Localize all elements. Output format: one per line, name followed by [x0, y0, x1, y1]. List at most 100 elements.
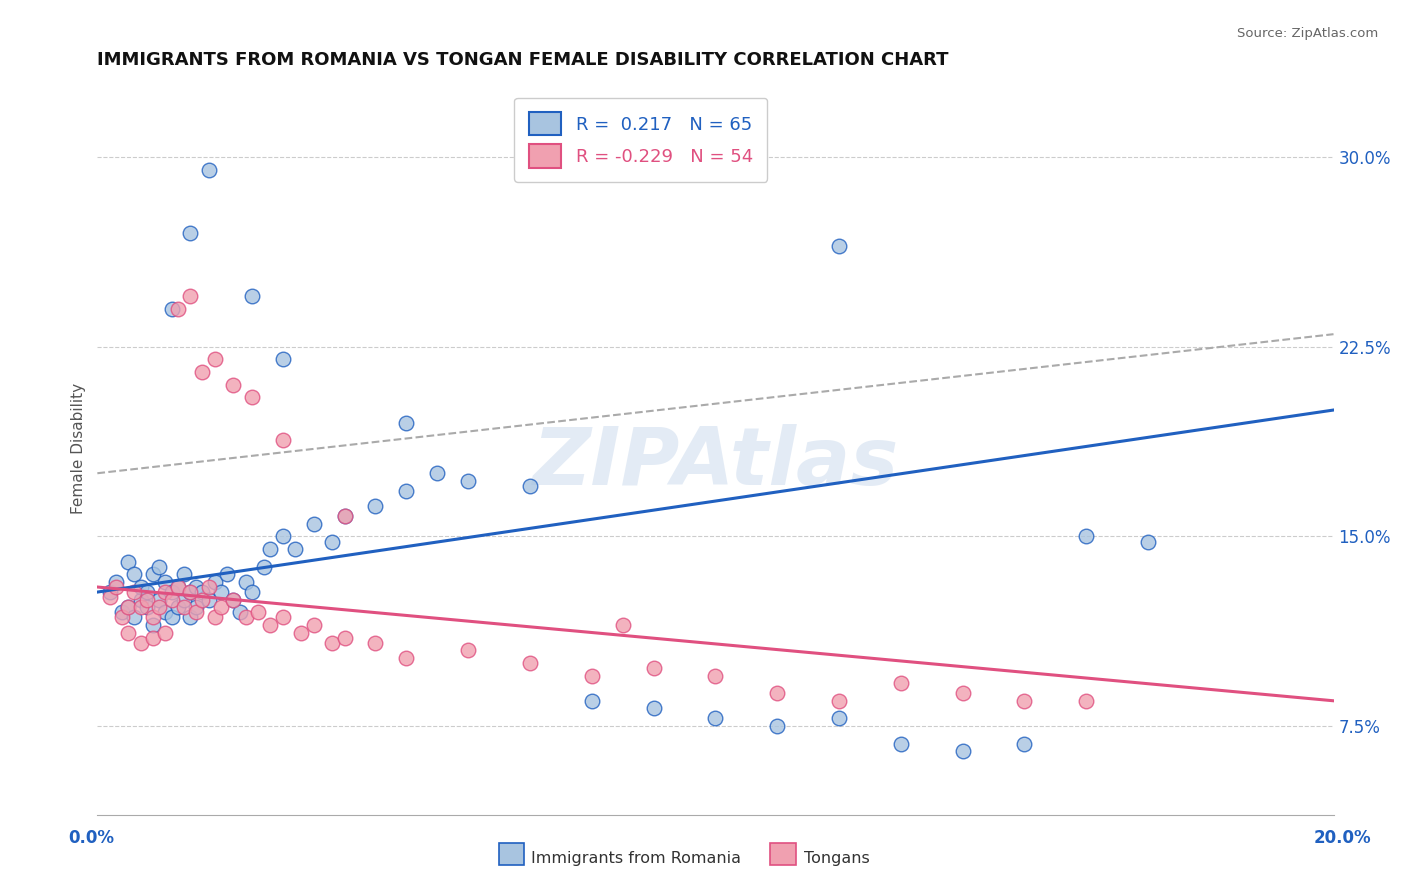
Point: [643, 701, 665, 715]
Point: [173, 567, 195, 582]
Point: [228, 605, 250, 619]
Point: [333, 631, 356, 645]
Point: [1137, 534, 1160, 549]
Point: [240, 391, 263, 405]
Point: [160, 585, 183, 599]
Point: [166, 580, 188, 594]
Point: [235, 574, 257, 589]
Point: [395, 483, 418, 498]
Point: [1014, 737, 1036, 751]
Point: [104, 580, 127, 594]
Point: [179, 585, 201, 599]
Point: [179, 226, 201, 240]
Point: [155, 625, 177, 640]
Point: [135, 600, 157, 615]
Point: [828, 711, 851, 725]
Text: IMMIGRANTS FROM ROMANIA VS TONGAN FEMALE DISABILITY CORRELATION CHART: IMMIGRANTS FROM ROMANIA VS TONGAN FEMALE…: [97, 51, 949, 69]
Point: [302, 516, 325, 531]
Text: ZIPAtlas: ZIPAtlas: [533, 424, 898, 501]
Point: [952, 686, 974, 700]
Point: [104, 574, 127, 589]
Point: [160, 592, 183, 607]
Point: [135, 585, 157, 599]
Point: [197, 162, 219, 177]
Point: [160, 610, 183, 624]
Point: [247, 605, 270, 619]
Point: [222, 592, 245, 607]
Point: [457, 474, 479, 488]
Point: [186, 600, 208, 615]
Point: [142, 610, 165, 624]
Point: [457, 643, 479, 657]
Point: [191, 592, 214, 607]
Point: [766, 719, 789, 733]
Point: [643, 661, 665, 675]
Point: [117, 555, 139, 569]
Point: [321, 534, 343, 549]
Point: [222, 377, 245, 392]
Point: [129, 600, 152, 615]
Point: [191, 585, 214, 599]
Point: [124, 567, 146, 582]
Point: [828, 694, 851, 708]
Point: [612, 618, 634, 632]
Point: [222, 592, 245, 607]
Point: [204, 574, 226, 589]
Point: [217, 567, 239, 582]
Point: [240, 289, 263, 303]
Point: [98, 585, 121, 599]
Text: 0.0%: 0.0%: [69, 829, 114, 847]
Point: [581, 668, 603, 682]
Point: [160, 301, 183, 316]
Point: [111, 605, 134, 619]
Point: [259, 618, 281, 632]
Point: [179, 289, 201, 303]
Point: [155, 585, 177, 599]
Point: [240, 585, 263, 599]
Point: [333, 509, 356, 524]
Point: [519, 479, 541, 493]
Point: [124, 585, 146, 599]
Point: [173, 592, 195, 607]
Point: [209, 600, 232, 615]
Point: [98, 590, 121, 604]
Point: [166, 580, 188, 594]
Point: [124, 610, 146, 624]
Point: [890, 737, 912, 751]
Point: [952, 744, 974, 758]
Point: [271, 610, 294, 624]
Point: [209, 585, 232, 599]
Point: [284, 542, 307, 557]
Point: [828, 238, 851, 252]
Point: [186, 580, 208, 594]
Point: [259, 542, 281, 557]
Point: [129, 592, 152, 607]
Point: [704, 711, 727, 725]
Point: [142, 618, 165, 632]
Point: [519, 656, 541, 670]
Legend: R =  0.217   N = 65, R = -0.229   N = 54: R = 0.217 N = 65, R = -0.229 N = 54: [515, 98, 768, 182]
Point: [117, 600, 139, 615]
Point: [426, 467, 449, 481]
Point: [148, 592, 170, 607]
Point: [395, 650, 418, 665]
Point: [704, 668, 727, 682]
Point: [290, 625, 312, 640]
Point: [1014, 694, 1036, 708]
Point: [235, 610, 257, 624]
Point: [890, 676, 912, 690]
Point: [166, 600, 188, 615]
Point: [173, 600, 195, 615]
Point: [395, 416, 418, 430]
Point: [302, 618, 325, 632]
Point: [179, 610, 201, 624]
Point: [204, 610, 226, 624]
Point: [117, 600, 139, 615]
Text: Immigrants from Romania: Immigrants from Romania: [531, 852, 741, 866]
Point: [271, 352, 294, 367]
Point: [148, 559, 170, 574]
Point: [1076, 694, 1098, 708]
Point: [191, 365, 214, 379]
Point: [197, 592, 219, 607]
Point: [155, 605, 177, 619]
